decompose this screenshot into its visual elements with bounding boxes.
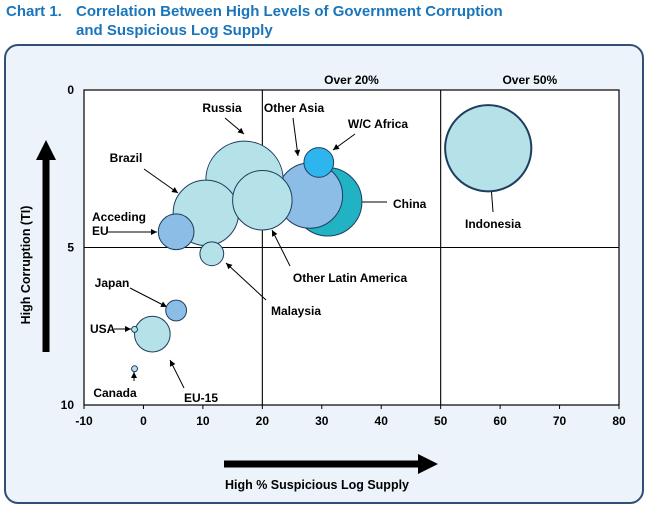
bubble-indonesia — [444, 104, 533, 193]
connector-arrowhead-w-c-africa — [333, 144, 340, 150]
y-axis-arrow — [36, 140, 56, 352]
point-label-other-latin-america: Other Latin America — [293, 271, 408, 285]
connector-arrowhead-eu-15 — [170, 360, 176, 367]
point-label-brazil: Brazil — [110, 151, 143, 165]
x-tick-label: 0 — [140, 414, 147, 428]
connector-arrowhead-other-asia — [294, 149, 301, 156]
connector-malaysia — [225, 262, 267, 301]
y-tick-label: 5 — [67, 241, 74, 255]
bubble-acceding-eu — [157, 213, 195, 251]
point-label-japan: Japan — [95, 276, 130, 290]
bubble-canada — [131, 365, 138, 373]
bubble-japan — [165, 299, 188, 322]
bubble-other-latin-america — [232, 170, 293, 231]
bubble-usa — [131, 325, 138, 333]
chart-title-line-2: and Suspicious Log Supply — [76, 22, 273, 39]
chart-title: Chart 1. Correlation Between High Levels… — [6, 2, 646, 40]
quadrant-header-over-20: Over 20% — [324, 73, 379, 87]
point-label-china: China — [393, 197, 427, 211]
y-axis-ticks: 0 5 10 — [61, 83, 75, 412]
x-tick-label: 60 — [493, 414, 507, 428]
x-tick-label: 20 — [256, 414, 270, 428]
point-label-usa: USA — [90, 322, 116, 336]
x-tick-label: 80 — [612, 414, 626, 428]
connector-arrowhead-other-latin-america — [272, 230, 278, 237]
quadrant-headers: Over 20% Over 50% — [324, 73, 557, 87]
x-tick-label: 30 — [315, 414, 329, 428]
point-label-russia: Russia — [202, 101, 242, 115]
bubble-malaysia — [199, 241, 225, 267]
chart-number: Chart 1. — [6, 3, 62, 20]
x-tick-label: 70 — [553, 414, 567, 428]
bubble-eu-15 — [134, 315, 171, 353]
connector-brazil — [143, 168, 179, 194]
y-axis-label: High Corruption (TI) — [19, 206, 33, 325]
point-label-eu-15: EU-15 — [184, 391, 218, 405]
connector-arrowhead-acceding-eu — [151, 229, 157, 235]
x-axis-arrow — [224, 454, 438, 474]
x-axis-ticks: -10 0 10 20 30 40 50 60 70 80 — [75, 405, 626, 428]
connector-other-asia — [292, 117, 299, 157]
connector-arrowhead-malaysia — [226, 263, 233, 270]
x-tick-label: 50 — [434, 414, 448, 428]
y-tick-label: 0 — [67, 83, 74, 97]
connector-arrowhead-russia — [237, 127, 244, 134]
connector-arrowhead-canada — [131, 372, 137, 378]
x-tick-label: 40 — [375, 414, 389, 428]
y-tick-label: 10 — [61, 398, 75, 412]
x-tick-label: -10 — [75, 414, 93, 428]
point-label-canada: Canada — [93, 386, 137, 400]
quadrant-header-over-50: Over 50% — [502, 73, 557, 87]
connector-other-latin-america — [271, 229, 291, 267]
connector-arrowhead-usa — [125, 326, 131, 332]
point-label-other-asia: Other Asia — [264, 101, 325, 115]
x-axis-label: High % Suspicious Log Supply — [225, 478, 409, 492]
point-label-malaysia: Malaysia — [271, 304, 321, 318]
chart-title-line-1: Correlation Between High Levels of Gover… — [76, 3, 503, 20]
bubble-w-c-africa — [303, 147, 335, 178]
point-label-indonesia: Indonesia — [465, 217, 521, 231]
bubble-series — [131, 104, 533, 373]
point-labels: Indonesia China Other Asia Russia Brazil Othe… — [90, 101, 521, 405]
point-label-w-c-africa: W/C Africa — [348, 117, 409, 131]
x-tick-label: 10 — [196, 414, 210, 428]
connector-japan — [129, 287, 168, 308]
connector-arrowhead-japan — [160, 301, 167, 307]
connector-arrowhead-brazil — [171, 187, 178, 193]
point-label-acceding-eu: Acceding EU — [92, 210, 146, 238]
